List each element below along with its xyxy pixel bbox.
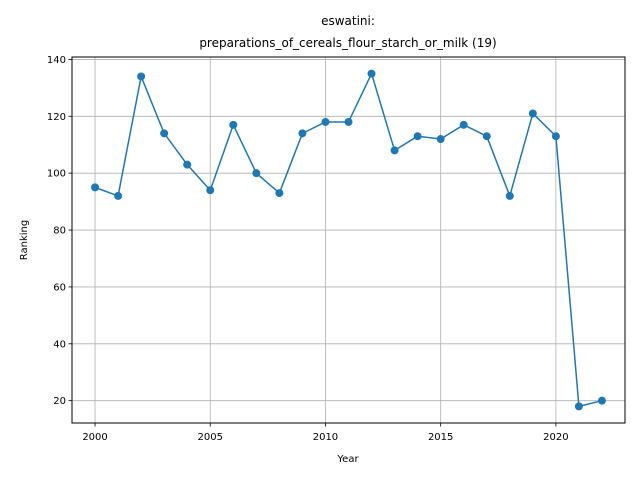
data-point [436, 135, 445, 144]
data-point [206, 186, 215, 195]
data-point [505, 191, 514, 200]
y-tick-label: 60 [53, 282, 66, 293]
data-point [298, 129, 307, 138]
data-point [597, 396, 606, 405]
data-point [321, 117, 330, 126]
data-point [482, 132, 491, 141]
x-tick-label: 2000 [82, 432, 107, 443]
x-tick-label: 2005 [198, 432, 223, 443]
x-axis-ticks: 2000 2005 2010 2015 2020 [82, 423, 569, 443]
data-point [459, 120, 468, 129]
data-point [528, 109, 537, 118]
chart-title-line2: preparations_of_cereals_flour_starch_or_… [199, 36, 496, 50]
y-tick-label: 40 [53, 339, 66, 350]
y-tick-label: 20 [53, 396, 66, 407]
plot-area [91, 69, 606, 411]
data-point [390, 146, 399, 155]
y-tick-label: 120 [47, 112, 66, 123]
data-point [275, 189, 284, 198]
data-point [137, 72, 146, 81]
data-point [367, 69, 376, 78]
x-tick-label: 2010 [313, 432, 338, 443]
data-point [229, 120, 238, 129]
data-point [114, 191, 123, 200]
x-tick-label: 2020 [543, 432, 568, 443]
y-tick-label: 100 [47, 169, 66, 180]
y-tick-label: 80 [53, 226, 66, 237]
y-axis-label: Ranking [19, 220, 30, 260]
chart-title-line1: eswatini: [321, 14, 375, 28]
data-point [551, 132, 560, 141]
y-axis-ticks: 20 40 60 80 100 120 140 [47, 55, 72, 407]
data-point [252, 169, 261, 178]
data-point [91, 183, 100, 192]
data-point [574, 402, 583, 411]
data-point [160, 129, 169, 138]
y-tick-label: 140 [47, 55, 66, 66]
data-point [183, 160, 192, 169]
axes-frame [71, 56, 626, 424]
x-axis-label: Year [336, 454, 359, 465]
data-point [413, 132, 422, 141]
data-point [344, 117, 353, 126]
x-tick-label: 2015 [428, 432, 453, 443]
